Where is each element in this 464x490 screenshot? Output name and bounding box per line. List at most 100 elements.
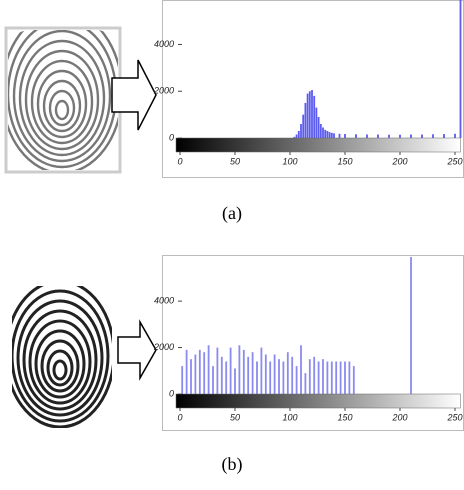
bar — [251, 352, 254, 394]
bar — [324, 129, 327, 138]
bar — [330, 361, 333, 394]
bar — [181, 366, 184, 394]
colorbar — [175, 393, 461, 409]
y-tick-label: 0 — [169, 388, 174, 398]
x-tick-label: 200 — [391, 412, 407, 422]
bar — [212, 366, 214, 394]
x-tick-label: 50 — [230, 412, 240, 422]
bar — [308, 359, 311, 394]
arrow — [117, 319, 157, 381]
bar — [330, 132, 333, 138]
x-tick-label: 200 — [391, 156, 407, 166]
bar — [315, 107, 318, 138]
bar — [295, 134, 298, 138]
x-tick-label: 0 — [177, 412, 182, 422]
bar — [194, 354, 197, 394]
bar — [203, 352, 206, 394]
bar — [399, 134, 401, 138]
x-tick-label: 100 — [282, 412, 297, 422]
bar — [234, 368, 236, 394]
caption: (b) — [222, 454, 243, 475]
bar — [454, 133, 456, 138]
bar — [339, 361, 342, 394]
bar — [352, 366, 355, 394]
bar — [322, 127, 324, 138]
bar — [410, 134, 412, 138]
bar — [410, 257, 412, 394]
x-tick-label: 150 — [337, 156, 352, 166]
bar — [443, 134, 445, 138]
arrow — [111, 59, 157, 131]
bar — [355, 134, 357, 138]
bar — [308, 91, 311, 138]
bar — [326, 130, 329, 138]
y-tick-label: 2000 — [153, 342, 174, 352]
bar — [229, 347, 232, 394]
fingerprint-image — [12, 286, 112, 428]
colorbar — [175, 137, 461, 153]
bar — [242, 349, 245, 394]
bar — [344, 361, 346, 394]
bar — [300, 123, 302, 138]
bar — [238, 345, 241, 394]
bar — [291, 356, 294, 394]
bar — [185, 349, 188, 394]
bar — [306, 93, 309, 138]
bar — [297, 130, 300, 138]
bar — [388, 134, 390, 138]
y-tick-label: 4000 — [154, 39, 174, 49]
bar — [432, 134, 434, 138]
bar — [216, 347, 219, 394]
bar — [190, 359, 192, 394]
bar — [459, 0, 462, 138]
bar — [328, 132, 331, 138]
bar — [333, 133, 335, 138]
x-tick-label: 250 — [446, 412, 462, 422]
bar — [295, 366, 298, 394]
bar — [313, 356, 316, 394]
bar — [322, 359, 324, 394]
bar — [326, 361, 329, 394]
bar — [256, 361, 258, 394]
bar — [421, 134, 423, 138]
bar — [311, 90, 313, 138]
bar — [338, 133, 341, 138]
bar — [260, 347, 263, 394]
bar — [366, 134, 368, 138]
x-tick-label: 50 — [230, 156, 240, 166]
bar — [302, 114, 305, 138]
bar — [264, 354, 267, 394]
bar — [317, 361, 320, 394]
bar — [286, 352, 289, 394]
bar — [273, 354, 276, 394]
bar — [225, 361, 228, 394]
bar — [220, 356, 223, 394]
bar — [319, 123, 322, 138]
bar — [304, 102, 307, 138]
x-tick-label: 150 — [337, 412, 352, 422]
bar — [344, 134, 346, 138]
caption: (a) — [222, 203, 242, 224]
fingerprint-image — [8, 30, 118, 170]
bar — [198, 349, 201, 394]
bar — [377, 134, 379, 138]
bar — [247, 356, 250, 394]
bar — [304, 373, 307, 394]
bar — [300, 345, 302, 394]
bar — [348, 361, 351, 394]
bar — [282, 361, 285, 394]
bar — [317, 116, 320, 138]
y-tick-label: 2000 — [153, 86, 174, 96]
bar — [313, 95, 316, 138]
x-tick-label: 100 — [282, 156, 297, 166]
bar — [207, 345, 210, 394]
bar — [269, 361, 272, 394]
x-tick-label: 250 — [446, 156, 462, 166]
bar — [293, 136, 296, 138]
x-tick-label: 0 — [177, 156, 182, 166]
bar — [335, 361, 338, 394]
y-tick-label: 0 — [169, 132, 174, 142]
bar — [278, 359, 280, 394]
